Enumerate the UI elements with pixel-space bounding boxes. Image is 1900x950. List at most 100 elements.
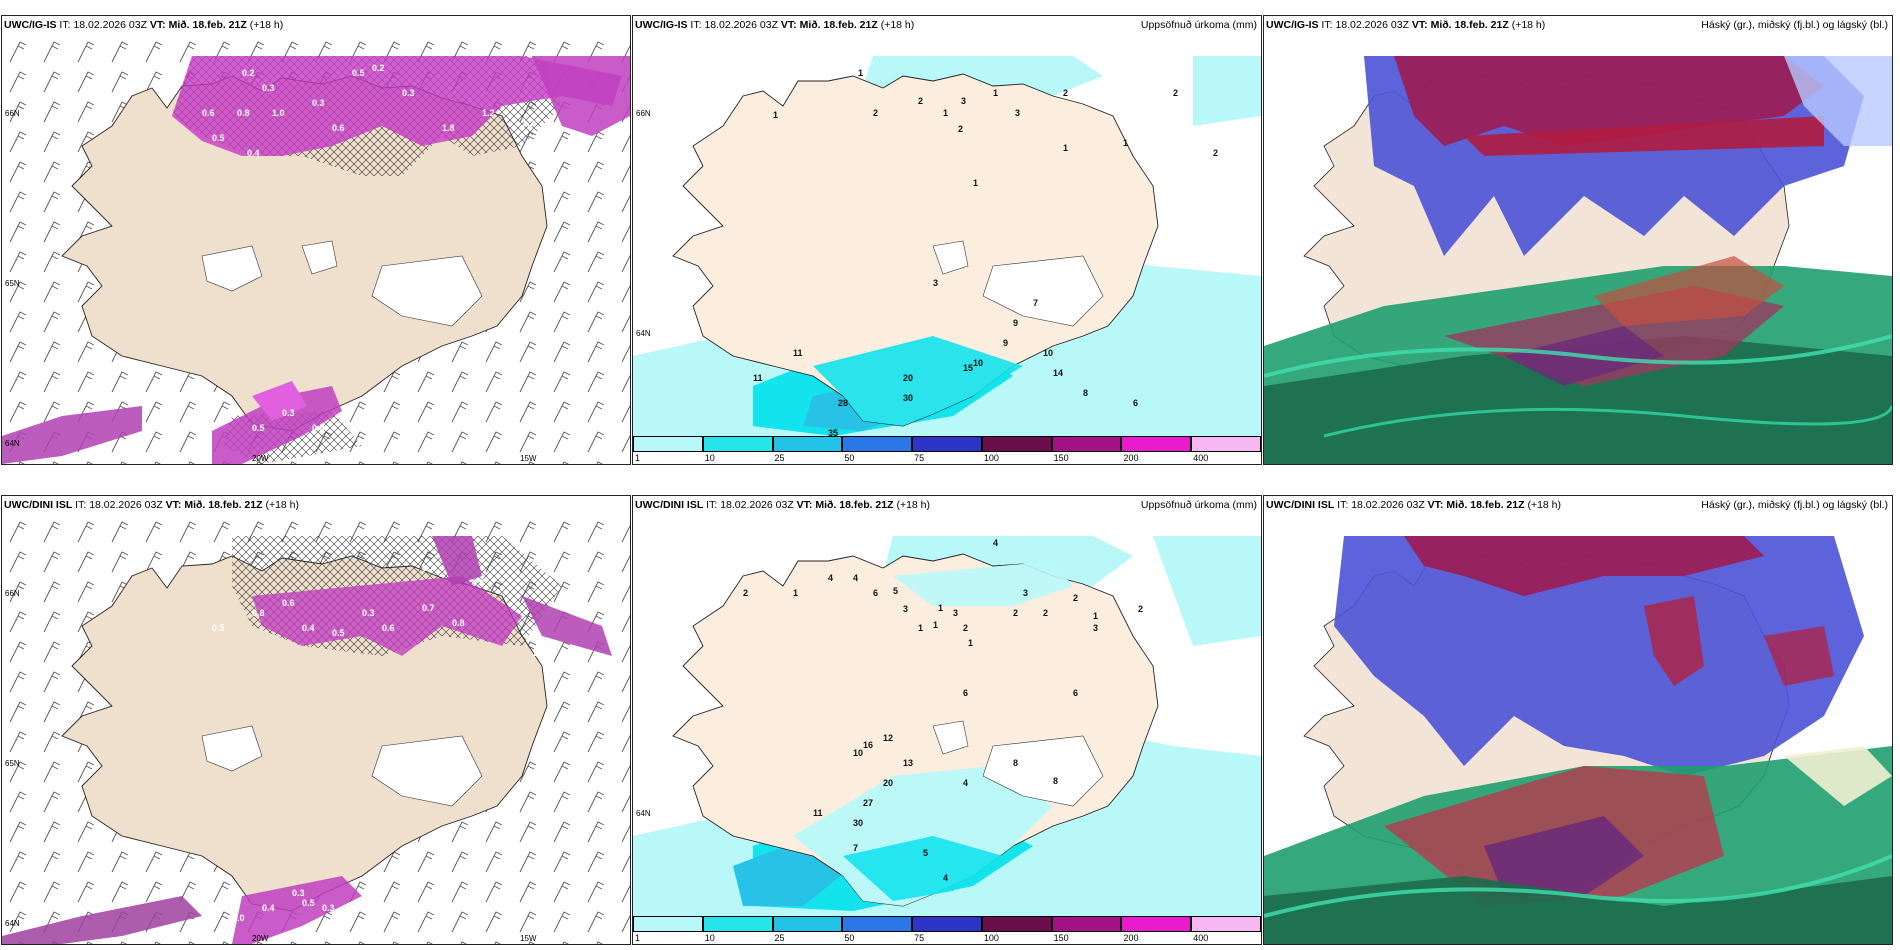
colorbar-swatch: [633, 916, 703, 932]
colorbar-label: 200: [1123, 933, 1139, 943]
value-label: 2: [1043, 608, 1048, 618]
value-label: 0.5: [332, 628, 345, 638]
value-label: 6: [873, 588, 878, 598]
value-label: 8: [1013, 758, 1018, 768]
map-clouds-igis[interactable]: [1264, 36, 1892, 464]
value-label: 1: [943, 108, 948, 118]
cloud-high-layer: [1404, 536, 1764, 596]
value-label: 1.2: [522, 118, 535, 128]
value-label: 0.8: [452, 618, 465, 628]
panel-field-title: Uppsöfnuð úrkoma (mm): [1140, 19, 1257, 31]
panel-title: UWC/IG-IS IT: 18.02.2026 03Z VT: Mið. 18…: [635, 19, 915, 31]
value-label: 3: [961, 96, 966, 106]
colorbar-label: 150: [1053, 933, 1069, 943]
lat-label: 64N: [5, 919, 20, 928]
value-label: 0.3: [262, 83, 275, 93]
precip-band-north: [172, 56, 622, 156]
value-label: 1.0: [532, 648, 545, 658]
value-label: 2: [1173, 88, 1178, 98]
colorbar-swatch: [842, 436, 913, 452]
colorbar-swatch: [1051, 916, 1122, 932]
value-label: 1.2: [482, 108, 495, 118]
colorbar-swatch: [981, 436, 1052, 452]
value-label: 20: [883, 778, 893, 788]
value-label: 3: [903, 604, 908, 614]
colorbar-swatch: [702, 436, 773, 452]
colorbar-label: 1: [635, 453, 641, 463]
lat-label: 66N: [5, 109, 20, 118]
value-label: 0.7: [422, 603, 435, 613]
lon-label: 20W: [252, 934, 269, 943]
value-label: 3: [1023, 588, 1028, 598]
value-label: 1.8: [442, 123, 455, 133]
colorbar-swatch: [1121, 436, 1192, 452]
value-label: 0.5: [302, 898, 315, 908]
cloud-mid-layer: [1334, 536, 1864, 776]
value-label: 0.6: [472, 578, 485, 588]
value-label: 10: [973, 358, 983, 368]
iceland-landmass: [672, 73, 1159, 427]
value-label: 30: [903, 393, 913, 403]
value-label: 2: [1013, 608, 1018, 618]
lat-label: 65N: [5, 279, 20, 288]
value-label: 20: [903, 373, 913, 383]
value-label: 30: [853, 818, 863, 828]
value-label: 2: [1213, 148, 1218, 158]
panel-dini-clouds: UWC/DINI ISL IT: 18.02.2026 03Z VT: Mið.…: [1263, 495, 1893, 945]
value-label: 1: [938, 603, 943, 613]
lat-label: 66N: [5, 589, 20, 598]
map-wind-igis[interactable]: 0.2 0.3 0.6 0.8 1.0 1.2 1.8 0.5 0.4 0.3 0.6 1.2 0.5 0…: [2, 36, 630, 464]
panel-field-title: Háský (gr.), miðský (fj.bl.) og lágský (…: [1701, 19, 1888, 31]
panel-title: UWC/DINI ISL IT: 18.02.2026 03Z VT: Mið.…: [635, 499, 931, 511]
lat-label: 64N: [5, 439, 20, 448]
panel-igis-clouds: UWC/IG-IS IT: 18.02.2026 03Z VT: Mið. 18…: [1263, 15, 1893, 465]
value-label: 11: [813, 808, 823, 818]
colorbar-swatch: [1051, 436, 1122, 452]
value-label: 0.3: [322, 903, 335, 913]
colorbar-label: 75: [914, 933, 925, 943]
map-clouds-dini[interactable]: [1264, 516, 1892, 944]
lon-label: 20W: [252, 454, 269, 463]
value-label: 1: [858, 68, 863, 78]
value-label: 5: [923, 848, 928, 858]
value-label: 2: [1063, 88, 1068, 98]
value-label: 4: [828, 573, 833, 583]
value-label: 7: [1033, 298, 1038, 308]
lon-label: 15W: [520, 934, 537, 943]
panel-igis-wind: UWC/IG-IS IT: 18.02.2026 03Z VT: Mið. 18…: [1, 15, 631, 465]
value-label: 0.3: [292, 888, 305, 898]
value-label: 1: [1063, 143, 1068, 153]
colorbar-label: 200: [1123, 453, 1139, 463]
value-label: 0.5: [212, 133, 225, 143]
colorbar-label: 25: [774, 933, 785, 943]
value-label: 1: [918, 623, 923, 633]
colorbar-label: 10: [704, 453, 715, 463]
value-label: 0.4: [247, 148, 260, 158]
value-label: 8: [1083, 388, 1088, 398]
value-label: 12: [883, 733, 893, 743]
value-label: 10: [853, 748, 863, 758]
value-label: 0.8: [252, 608, 265, 618]
value-label: 10: [1043, 348, 1053, 358]
value-label: 4: [853, 573, 858, 583]
colorbar-label: 75: [914, 453, 925, 463]
lon-label: 15W: [520, 454, 537, 463]
value-label: 0.6: [382, 623, 395, 633]
panel-dini-wind: UWC/DINI ISL IT: 18.02.2026 03Z VT: Mið.…: [1, 495, 631, 945]
colorbar-swatch: [772, 916, 843, 932]
colorbar-label: 50: [844, 453, 855, 463]
value-label: 1: [993, 88, 998, 98]
value-label: 11: [793, 348, 803, 358]
value-label: 15: [963, 363, 973, 373]
panel-title: UWC/IG-IS IT: 18.02.2026 03Z VT: Mið. 18…: [4, 19, 284, 31]
value-label: 4: [963, 778, 968, 788]
colorbar-label: 400: [1193, 453, 1209, 463]
value-label: 0.3: [282, 408, 295, 418]
value-label: 0.3: [362, 608, 375, 618]
value-label: 5: [893, 586, 898, 596]
map-wind-dini[interactable]: 0.60.70.80.50.60.4 0.50.30.60.70.81.00.30…: [2, 516, 630, 944]
value-label: 0.2: [242, 68, 255, 78]
value-label: 13: [903, 758, 913, 768]
